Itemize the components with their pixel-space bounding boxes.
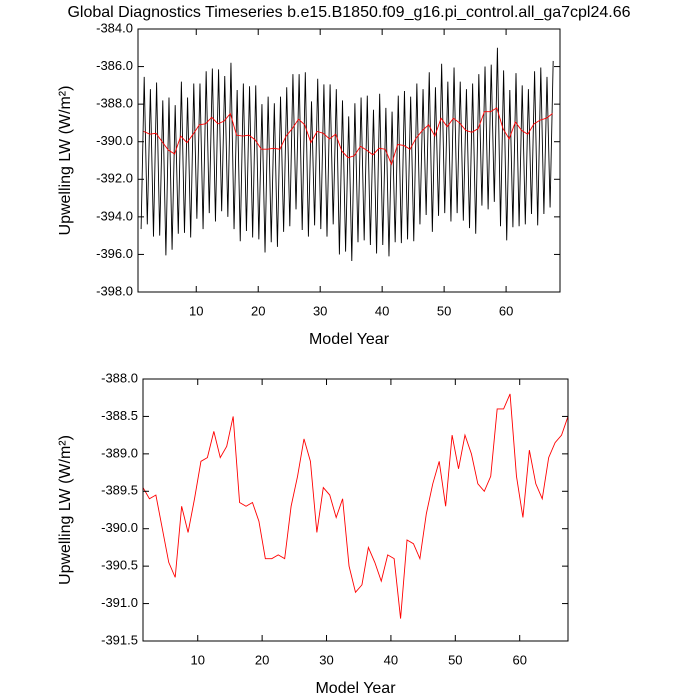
y-tick-label: -396.0	[96, 246, 133, 261]
y-tick-label: -390.0	[96, 133, 133, 148]
x-axis-label: Model Year	[315, 680, 396, 697]
x-tick-label: 30	[313, 303, 327, 318]
x-tick-label: 10	[191, 652, 205, 667]
y-tick-label: -391.0	[101, 595, 138, 610]
y-tick-label: -391.5	[101, 632, 138, 647]
y-axis-label: Upwelling LW (W/m²)	[57, 435, 74, 585]
y-tick-label: -390.0	[101, 520, 138, 535]
x-tick-label: 40	[384, 652, 398, 667]
x-tick-label: 60	[512, 652, 526, 667]
series-line	[142, 393, 569, 619]
x-tick-label: 20	[251, 303, 265, 318]
x-axis-label: Model Year	[309, 331, 390, 348]
x-tick-label: 40	[375, 303, 389, 318]
x-tick-label: 50	[448, 652, 462, 667]
y-tick-label: -389.5	[101, 483, 138, 498]
y-tick-label: -392.0	[96, 171, 133, 186]
series-line	[140, 47, 554, 262]
y-tick-label: -394.0	[96, 208, 133, 223]
plot-frame	[137, 28, 561, 293]
series-line	[143, 107, 553, 166]
x-tick-label: 30	[319, 652, 333, 667]
x-tick-label: 60	[499, 303, 513, 318]
x-tick-label: 10	[189, 303, 203, 318]
y-tick-label: -388.5	[101, 408, 138, 423]
plot-frame	[142, 378, 569, 642]
y-tick-label: -388.0	[96, 96, 133, 111]
y-tick-label: -389.0	[101, 445, 138, 460]
x-tick-label: 20	[255, 652, 269, 667]
y-tick-label: -384.0	[96, 20, 133, 35]
y-tick-label: -386.0	[96, 58, 133, 73]
y-tick-label: -388.0	[101, 370, 138, 385]
y-tick-label: -398.0	[96, 283, 133, 298]
chart-title: Global Diagnostics Timeseries b.e15.B185…	[67, 4, 630, 21]
x-tick-label: 50	[437, 303, 451, 318]
y-tick-label: -390.5	[101, 558, 138, 573]
y-axis-label: Upwelling LW (W/m²)	[57, 86, 74, 236]
